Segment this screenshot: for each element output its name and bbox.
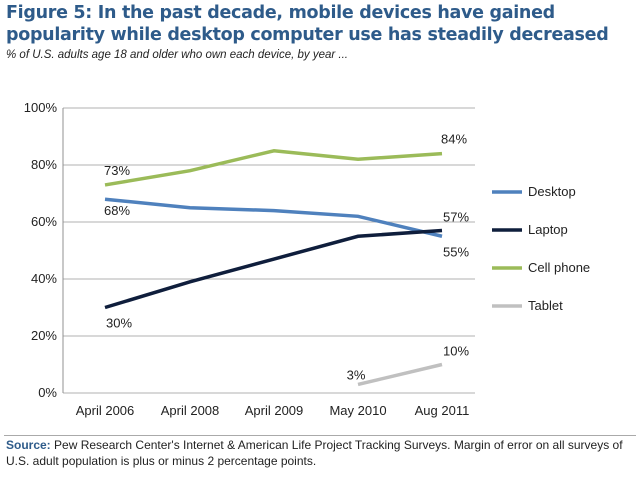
source-label: Source: [6,438,51,452]
series-line-cell-phone [104,148,443,187]
data-label: 84% [441,132,467,147]
source-text: Pew Research Center's Internet & America… [6,438,623,468]
divider [4,435,636,436]
x-tick-label: May 2010 [329,403,386,418]
data-label: 68% [104,203,130,218]
y-tick-label: 80% [31,157,57,172]
legend-label: Cell phone [528,260,590,275]
series-line-laptop [104,228,443,310]
chart-subtitle: % of U.S. adults age 18 and older who ow… [6,49,349,61]
legend-label: Tablet [528,298,563,313]
data-label: 3% [347,367,366,382]
series-line-tablet [357,362,443,387]
data-label: 73% [104,163,130,178]
series-line-desktop [104,197,443,238]
source-note: Source: Pew Research Center's Internet &… [6,437,636,469]
legend-label: Laptop [528,222,568,237]
y-tick-label: 60% [31,214,57,229]
legend-label: Desktop [528,184,576,199]
data-label: 30% [106,316,132,331]
data-label: 10% [443,344,469,359]
x-tick-label: April 2009 [245,403,304,418]
y-tick-label: 100% [24,100,58,115]
x-tick-label: April 2008 [161,403,220,418]
y-tick-label: 0% [38,385,57,400]
chart-title: Figure 5: In the past decade, mobile dev… [6,3,609,45]
y-tick-label: 20% [31,328,57,343]
x-tick-label: Aug 2011 [415,403,470,418]
data-label: 57% [443,210,469,225]
y-tick-label: 40% [31,271,57,286]
data-label: 55% [443,244,469,259]
x-tick-label: April 2006 [76,403,135,418]
